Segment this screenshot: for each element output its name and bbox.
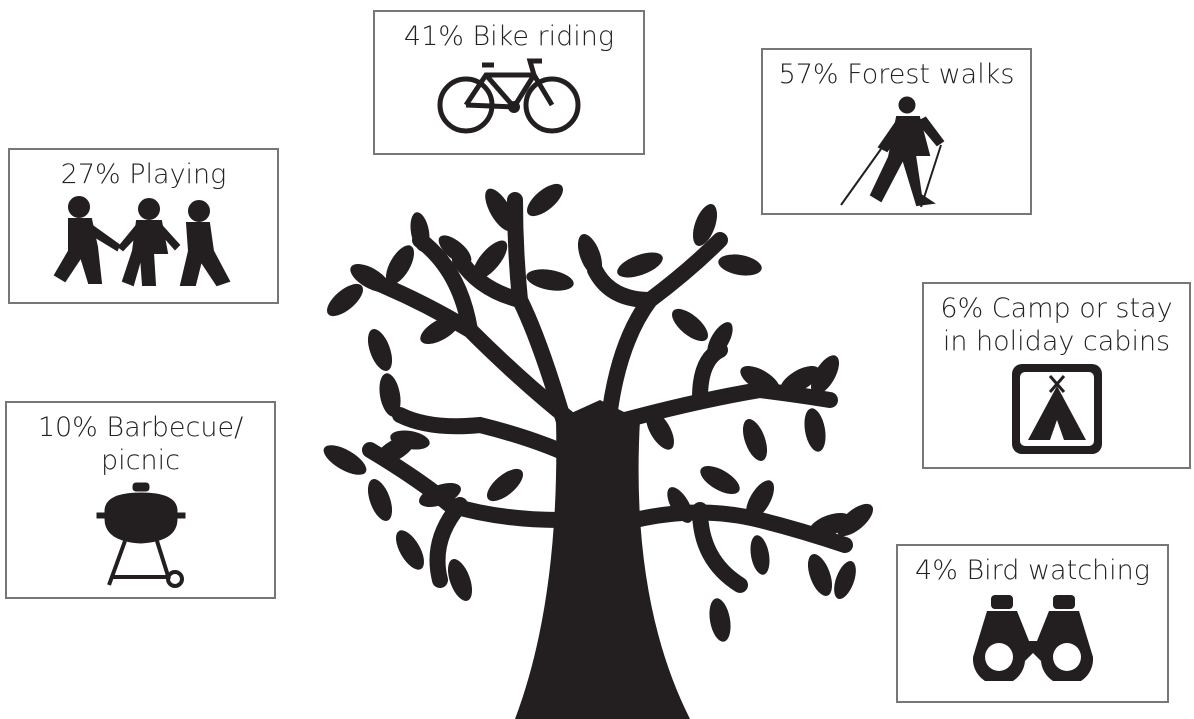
activity-label: in holiday cabins	[924, 325, 1189, 358]
activity-box: 57% Forest walks	[761, 48, 1032, 215]
activity-label: 27% Playing	[10, 158, 277, 191]
activity-label: 10% Barbecue/	[7, 411, 274, 444]
walker-icon	[837, 95, 957, 210]
children-icon	[49, 195, 239, 290]
activity-label: 41% Bike riding	[375, 20, 643, 53]
activity-label: 57% Forest walks	[763, 58, 1030, 91]
activity-box: 27% Playing	[8, 148, 279, 304]
activity-label: picnic	[7, 444, 274, 477]
page: 41% Bike riding 57% Forest walks 27% Pla…	[0, 0, 1194, 719]
grill-icon	[91, 481, 191, 591]
activity-box: 6% Camp or stay in holiday cabins	[922, 282, 1191, 469]
bike-icon	[434, 57, 584, 137]
activity-label: 4% Bird watching	[898, 554, 1167, 587]
activity-box: 41% Bike riding	[373, 10, 645, 155]
binoculars-icon	[973, 591, 1093, 681]
tent-icon	[1010, 362, 1104, 456]
activity-label: 6% Camp or stay	[924, 292, 1189, 325]
activity-box: 10% Barbecue/ picnic	[5, 401, 276, 599]
activity-box: 4% Bird watching	[896, 544, 1169, 703]
